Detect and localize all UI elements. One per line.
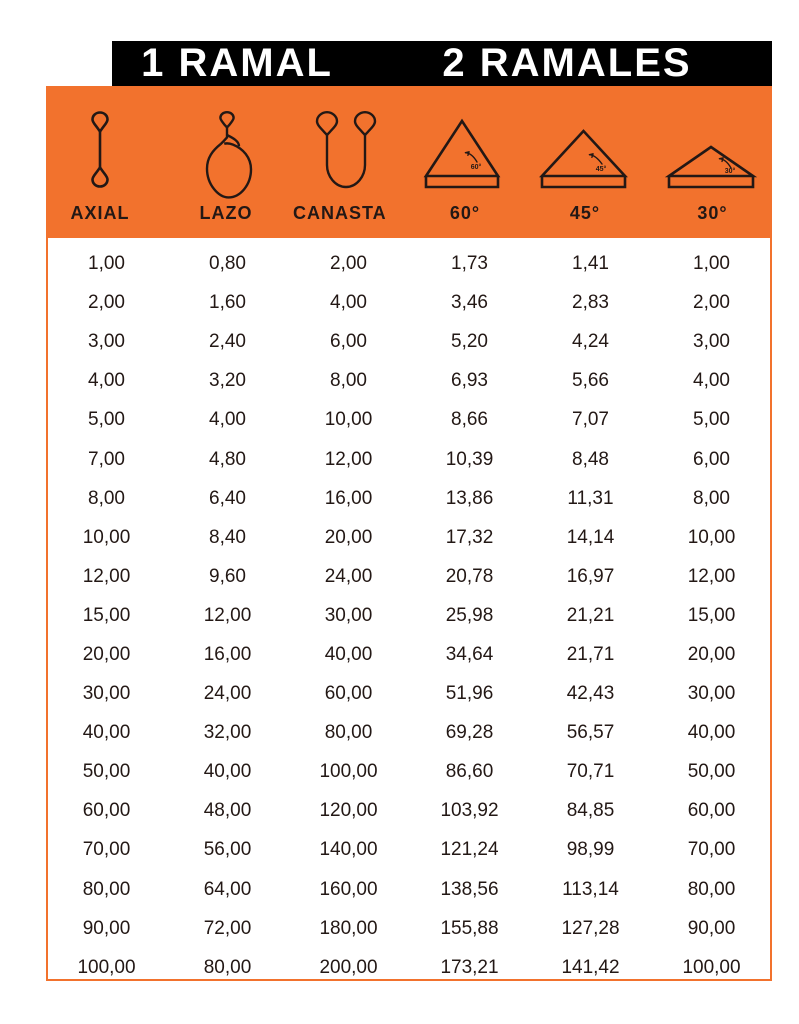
svg-text:60°: 60°: [471, 163, 482, 171]
svg-text:30°: 30°: [725, 167, 736, 175]
svg-text:45°: 45°: [596, 165, 607, 173]
